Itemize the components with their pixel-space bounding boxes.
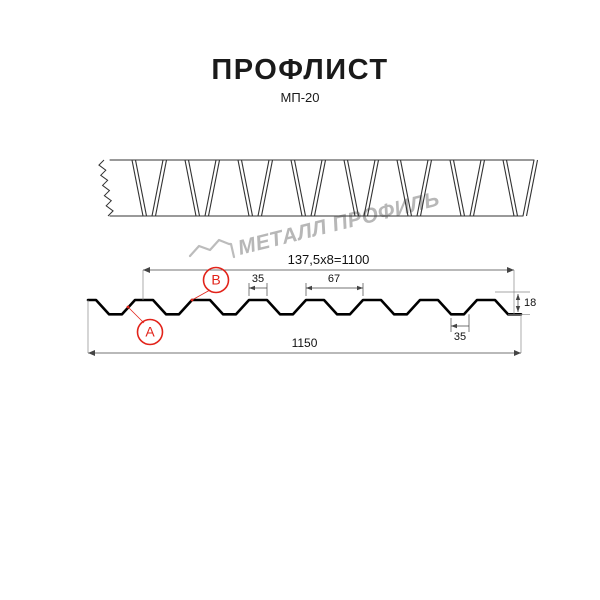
svg-text:67: 67: [328, 273, 340, 285]
svg-text:18: 18: [524, 297, 536, 309]
svg-text:35: 35: [454, 331, 466, 343]
svg-text:B: B: [211, 272, 220, 288]
svg-text:1150: 1150: [292, 336, 318, 350]
svg-text:35: 35: [252, 273, 264, 285]
svg-text:A: A: [145, 324, 155, 340]
svg-text:137,5x8=1100: 137,5x8=1100: [288, 252, 370, 267]
